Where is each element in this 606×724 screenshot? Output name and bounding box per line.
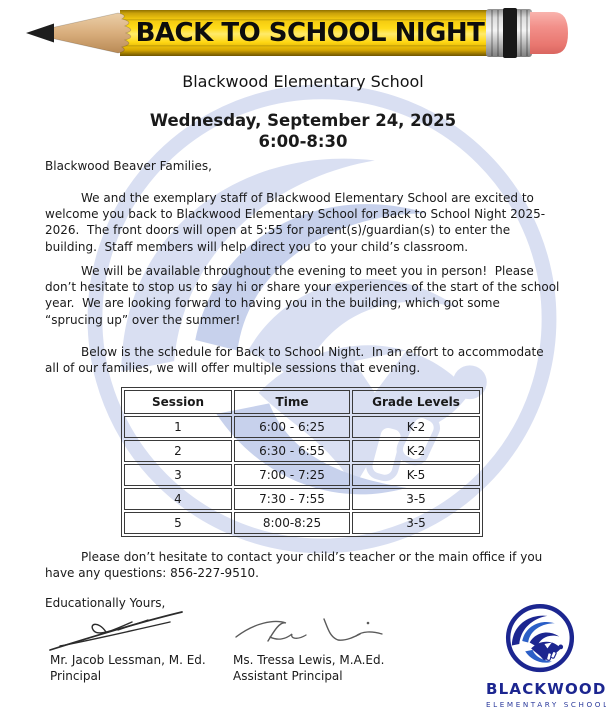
closing-line: Educationally Yours, bbox=[45, 596, 166, 610]
signer-title: Principal bbox=[50, 669, 102, 683]
salutation: Blackwood Beaver Families, bbox=[45, 159, 212, 173]
table-row: 4 7:30 - 7:55 3-5 bbox=[124, 488, 480, 510]
signature-tressa-lewis bbox=[235, 618, 383, 642]
signer-name: Mr. Jacob Lessman, M. Ed. bbox=[50, 653, 206, 667]
cell-grade: K-2 bbox=[352, 440, 480, 462]
paragraph-contact: Please don’t hesitate to contact your ch… bbox=[45, 550, 547, 581]
signature-jacob-lessman bbox=[49, 611, 183, 651]
cell-time: 8:00-8:25 bbox=[234, 512, 350, 534]
table-row: 1 6:00 - 6:25 K-2 bbox=[124, 416, 480, 438]
cell-time: 6:00 - 6:25 bbox=[234, 416, 350, 438]
banner-title: BACK TO SCHOOL NIGHT bbox=[135, 18, 485, 48]
cell-time: 6:30 - 6:55 bbox=[234, 440, 350, 462]
pencil-icon bbox=[26, 8, 568, 58]
cell-time: 7:00 - 7:25 bbox=[234, 464, 350, 486]
column-header-time: Time bbox=[234, 390, 350, 414]
signer-name: Ms. Tressa Lewis, M.A.Ed. bbox=[233, 653, 385, 667]
cell-grade: K-5 bbox=[352, 464, 480, 486]
cell-time: 7:30 - 7:55 bbox=[234, 488, 350, 510]
session-schedule-table: Session Time Grade Levels 1 6:00 - 6:25 … bbox=[121, 387, 483, 537]
cell-session: 4 bbox=[124, 488, 232, 510]
paragraph-availability: We will be available throughout the even… bbox=[45, 264, 564, 327]
cell-session: 1 bbox=[124, 416, 232, 438]
cell-session: 3 bbox=[124, 464, 232, 486]
table-row: 2 6:30 - 6:55 K-2 bbox=[124, 440, 480, 462]
cell-session: 2 bbox=[124, 440, 232, 462]
table-row: 3 7:00 - 7:25 K-5 bbox=[124, 464, 480, 486]
paragraph-welcome: We and the exemplary staff of Blackwood … bbox=[45, 191, 546, 254]
school-name-heading: Blackwood Elementary School bbox=[182, 72, 424, 91]
school-logo: BLACKWOOD ELEMENTARY SCHOOL bbox=[486, 604, 606, 709]
cell-grade: K-2 bbox=[352, 416, 480, 438]
signer-assistant-principal: Ms. Tressa Lewis, M.A.Ed. Assistant Prin… bbox=[233, 652, 384, 684]
column-header-grade-levels: Grade Levels bbox=[352, 390, 480, 414]
pencil-banner: BACK TO SCHOOL NIGHT bbox=[22, 7, 570, 59]
event-date: Wednesday, September 24, 2025 bbox=[149, 111, 457, 130]
paragraph-schedule-intro: Below is the schedule for Back to School… bbox=[45, 345, 548, 376]
logo-school-subtitle: ELEMENTARY SCHOOL bbox=[486, 700, 606, 709]
table-header-row: Session Time Grade Levels bbox=[124, 390, 480, 414]
event-time: 6:00-8:30 bbox=[258, 132, 348, 151]
cell-grade: 3-5 bbox=[352, 488, 480, 510]
cell-session: 5 bbox=[124, 512, 232, 534]
beaver-logo-icon bbox=[505, 604, 575, 673]
signer-title: Assistant Principal bbox=[233, 669, 343, 683]
logo-school-name: BLACKWOOD bbox=[486, 680, 606, 698]
column-header-session: Session bbox=[124, 390, 232, 414]
signer-principal: Mr. Jacob Lessman, M. Ed. Principal bbox=[50, 652, 206, 684]
cell-grade: 3-5 bbox=[352, 512, 480, 534]
table-row: 5 8:00-8:25 3-5 bbox=[124, 512, 480, 534]
